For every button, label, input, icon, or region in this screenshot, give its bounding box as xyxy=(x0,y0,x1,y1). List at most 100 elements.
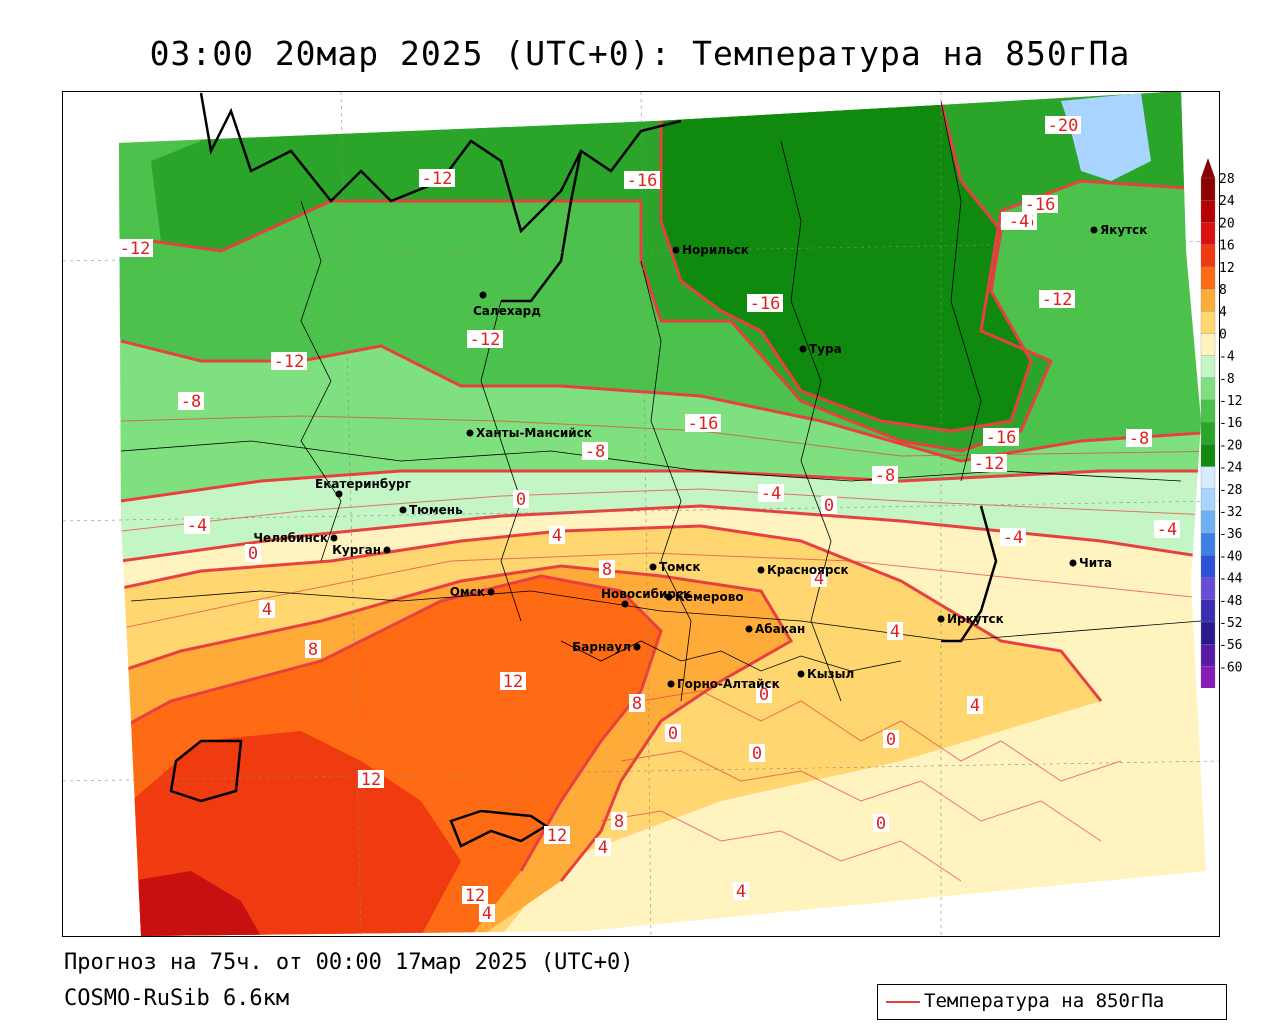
scale-swatch xyxy=(1200,399,1216,423)
isotherm-label: -4 xyxy=(187,516,207,536)
city-marker xyxy=(621,600,629,608)
scale-tick-label: -40 xyxy=(1219,549,1242,564)
isotherm-label: 4 xyxy=(598,838,608,858)
isotherm-label-bg xyxy=(500,672,526,690)
scale-tick-label: 8 xyxy=(1219,283,1227,298)
isotherm-label: 4 xyxy=(736,882,746,902)
scale-tick-label: 16 xyxy=(1219,239,1235,254)
scale-tick-label: -56 xyxy=(1219,638,1242,653)
scale-swatch xyxy=(1200,422,1216,445)
city-label: Тюмень xyxy=(409,503,463,517)
city-label: Ханты-Мансийск xyxy=(476,426,592,440)
isotherm-label-bg xyxy=(1154,520,1180,538)
isotherm-label-bg xyxy=(513,490,529,508)
isotherm-label: -16 xyxy=(986,428,1017,448)
scale-swatch xyxy=(1200,533,1216,556)
scale-tick-label: -52 xyxy=(1219,616,1242,631)
scale-tick-label: -60 xyxy=(1219,660,1242,675)
model-caption: COSMO-RuSib 6.6км xyxy=(64,986,290,1011)
isotherm-label: 0 xyxy=(886,730,896,750)
city-label: Екатеринбург xyxy=(315,477,411,491)
isotherm-label: 0 xyxy=(668,724,678,744)
city-marker xyxy=(649,563,657,571)
scale-swatch xyxy=(1200,621,1216,645)
isotherm-label-bg xyxy=(271,352,307,370)
isotherm-label-bg xyxy=(1022,195,1058,213)
isotherm-label: -4 xyxy=(761,484,781,504)
isotherm-label-bg xyxy=(479,904,495,922)
isotherm-label: -4 xyxy=(1157,520,1177,540)
isotherm-label-bg xyxy=(887,622,903,640)
isotherm-label-bg xyxy=(1039,290,1075,308)
isotherm-label: -16 xyxy=(1025,195,1056,215)
scale-swatch xyxy=(1200,444,1216,467)
scale-arrow-up xyxy=(1201,158,1215,178)
scale-swatch xyxy=(1200,244,1216,267)
isotherm-label-bg xyxy=(967,696,983,714)
city-label: Абакан xyxy=(755,622,805,636)
city-label: Курган xyxy=(332,543,381,557)
isotherm-label: 4 xyxy=(814,569,824,589)
isotherm-label-bg xyxy=(245,544,261,562)
scale-swatch xyxy=(1200,377,1216,401)
city-marker xyxy=(665,593,673,601)
isotherm-label-bg xyxy=(983,428,1019,446)
city-marker xyxy=(937,615,945,623)
isotherm-label: -4 xyxy=(1003,528,1023,548)
isotherm-label-bg xyxy=(259,600,275,618)
isotherm-label: 4 xyxy=(262,600,272,620)
isotherm-label: -12 xyxy=(274,352,305,372)
isotherm-label-bg xyxy=(756,685,772,703)
map-panel[interactable]: -20-16-16-16-12-12-12-12-12-12-16-16-16-… xyxy=(62,91,1220,937)
isotherm-label-bg xyxy=(419,169,455,187)
isotherm-label-bg xyxy=(624,171,660,189)
scale-tick-label: -32 xyxy=(1219,505,1242,520)
scale-swatch xyxy=(1200,355,1216,378)
admin-borders xyxy=(120,100,1202,702)
forecast-caption: Прогноз на 75ч. от 00:00 17мар 2025 (UTC… xyxy=(64,950,634,975)
isotherm-label-bg xyxy=(549,526,565,544)
isotherm-label-bg xyxy=(305,640,321,658)
scale-swatch xyxy=(1200,288,1216,312)
legend-box: Температура на 850гПа xyxy=(877,984,1227,1020)
scale-tick-label: 28 xyxy=(1219,172,1235,187)
isotherm-label-bg xyxy=(811,569,827,587)
city-marker xyxy=(745,625,753,633)
scale-swatch xyxy=(1200,177,1216,201)
isotherm-label: 8 xyxy=(614,812,624,832)
isotherm-label-bg xyxy=(749,744,765,762)
city-label: Барнаул xyxy=(572,640,631,654)
scale-tick-label: 4 xyxy=(1219,305,1227,320)
isotherm-label: -12 xyxy=(1042,290,1073,310)
city-marker xyxy=(757,566,765,574)
isotherm-label-bg xyxy=(544,826,570,844)
scale-swatch xyxy=(1200,555,1216,578)
scale-swatch xyxy=(1200,510,1216,534)
isotherm-label: 0 xyxy=(752,744,762,764)
city-label: Иркутск xyxy=(947,612,1004,626)
city-marker xyxy=(479,291,487,299)
band-plus20 xyxy=(131,871,261,936)
isotherm-label-bg xyxy=(665,724,681,742)
color-scale: 28 24 20 16 12 8 4 0 -4 -8 -12 -16 -20 -24 -28 -32 -36 -4… xyxy=(1200,158,1243,688)
scale-swatch xyxy=(1200,222,1216,245)
isotherm-label: -12 xyxy=(974,454,1005,474)
isotherm-label-bg xyxy=(685,414,721,432)
scale-swatch xyxy=(1200,200,1216,223)
scale-swatch xyxy=(1200,599,1216,623)
isotherm-label-bg xyxy=(747,294,783,312)
isotherm-label: 12 xyxy=(465,886,485,906)
city-marker xyxy=(799,345,807,353)
scale-tick-label: -4 xyxy=(1219,350,1235,365)
scale-tick-label: 20 xyxy=(1219,216,1235,231)
page-title: 03:00 20мар 2025 (UTC+0): Температура на… xyxy=(149,34,1131,73)
isotherm-label-bg xyxy=(184,516,210,534)
isotherm-label: 4 xyxy=(890,622,900,642)
scale-swatch xyxy=(1200,333,1216,356)
isotherm-label: 4 xyxy=(970,696,980,716)
city-label: Горно-Алтайск xyxy=(677,677,780,691)
city-marker xyxy=(487,588,495,596)
city-label: Красноярск xyxy=(767,563,849,577)
scale-tick-label: -12 xyxy=(1219,394,1242,409)
temperature-map: -20-16-16-16-12-12-12-12-12-12-16-16-16-… xyxy=(63,92,1219,936)
